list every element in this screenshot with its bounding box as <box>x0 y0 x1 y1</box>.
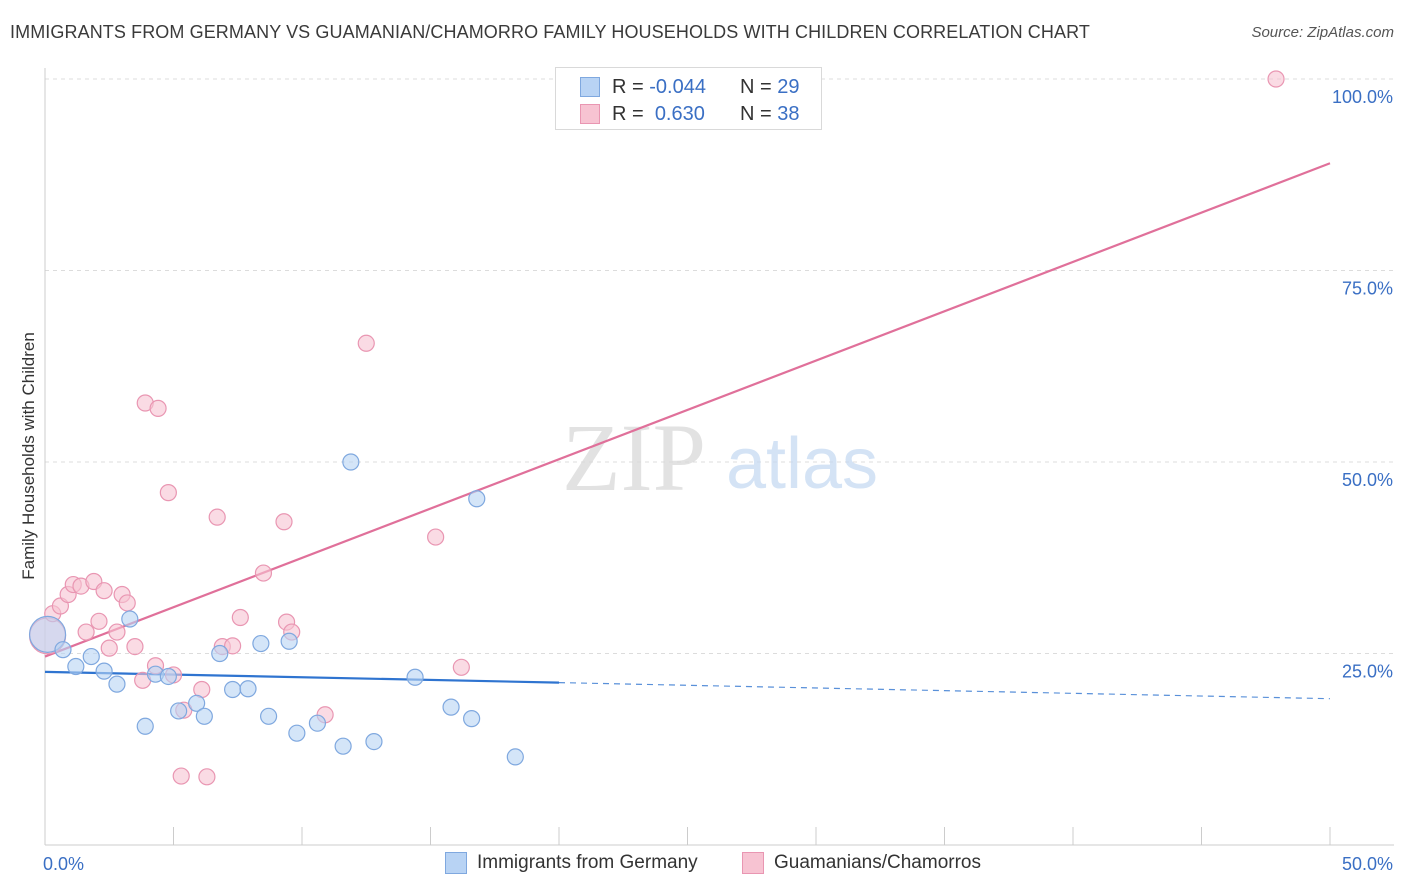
data-point-germany <box>224 680 242 699</box>
data-point-chamorro <box>254 564 273 582</box>
data-point-chamorro <box>100 639 118 657</box>
watermark-zip: ZIP <box>562 404 706 511</box>
legend-row-chamorro: R = 0.630 N = 38 <box>580 101 800 127</box>
correlation-legend: R = -0.044 N = 29 R = 0.630 N = 38 <box>555 67 822 130</box>
legend-r-label: R = <box>612 102 644 125</box>
y-tick-label: 100.0% <box>1332 87 1393 107</box>
data-point-germany <box>288 724 306 742</box>
data-point-chamorro <box>126 638 144 656</box>
legend-n-label: N = <box>740 75 772 98</box>
data-point-germany <box>54 641 72 659</box>
data-point-chamorro <box>118 594 136 612</box>
data-point-germany <box>211 644 229 663</box>
data-point-chamorro <box>224 637 242 655</box>
data-point-chamorro <box>108 623 126 641</box>
legend-r-value: 0.630 <box>654 102 705 125</box>
data-point-chamorro <box>90 612 108 630</box>
data-point-chamorro <box>95 582 113 600</box>
data-point-germany <box>365 732 383 751</box>
data-point-chamorro <box>231 608 249 627</box>
data-point-germany <box>28 615 67 653</box>
series-legend-label: Guamanians/Chamorros <box>774 852 981 873</box>
data-point-germany <box>95 662 113 680</box>
source-label: Source: ZipAtlas.com <box>1251 24 1394 41</box>
data-point-chamorro <box>452 658 470 676</box>
data-point-germany <box>334 737 352 755</box>
data-point-chamorro <box>208 508 226 526</box>
data-point-germany <box>468 490 486 508</box>
data-point-germany <box>463 710 481 728</box>
data-point-germany <box>121 610 139 628</box>
data-point-germany <box>406 668 424 686</box>
y-axis-label: Family Households with Children <box>19 332 38 580</box>
y-tick-label: 25.0% <box>1342 662 1393 682</box>
data-points <box>28 70 1285 786</box>
data-point-germany <box>136 717 154 735</box>
data-point-germany <box>170 702 188 720</box>
legend-swatch-blue <box>580 77 600 97</box>
legend-r-value: -0.044 <box>649 75 706 98</box>
data-point-germany <box>159 667 177 686</box>
x-tick-label-min: 0.0% <box>43 854 84 874</box>
trend-line-germany-projection <box>558 682 1331 700</box>
trend-line-chamorro <box>44 162 1331 658</box>
data-point-chamorro <box>357 334 375 352</box>
data-point-chamorro <box>198 768 216 786</box>
chart-title: IMMIGRANTS FROM GERMANY VS GUAMANIAN/CHA… <box>10 22 1090 42</box>
legend-r-label: R = <box>612 75 644 98</box>
data-point-germany <box>259 707 278 725</box>
watermark-atlas: atlas <box>726 424 878 504</box>
legend-swatch-pink <box>580 104 600 124</box>
axes <box>44 68 1394 846</box>
x-tick-label-max: 50.0% <box>1342 854 1393 874</box>
data-point-germany <box>67 657 85 676</box>
data-point-germany <box>195 707 213 725</box>
series-legend-germany: Immigrants from Germany <box>445 852 698 874</box>
data-point-chamorro <box>159 484 177 502</box>
data-point-chamorro <box>1267 70 1285 88</box>
grid-lines <box>45 78 1394 654</box>
legend-n-label: N = <box>740 102 772 125</box>
y-tick-label: 50.0% <box>1342 470 1393 490</box>
series-legend-chamorro: Guamanians/Chamorros <box>742 852 981 874</box>
data-point-germany <box>308 714 327 732</box>
legend-row-germany: R = -0.044 N = 29 <box>580 74 800 100</box>
data-point-germany <box>108 675 126 693</box>
data-point-germany <box>280 632 298 650</box>
trend-line-germany <box>44 670 560 684</box>
series-swatch-blue <box>445 852 467 874</box>
data-point-germany <box>506 748 524 766</box>
data-point-chamorro <box>172 767 190 785</box>
tick-labels: 25.0% 50.0% 75.0% 100.0% 0.0% 50.0% <box>43 87 1393 874</box>
data-point-chamorro <box>149 399 167 417</box>
data-point-germany <box>252 634 270 653</box>
legend-n-value: 29 <box>777 75 800 98</box>
y-tick-label: 75.0% <box>1342 279 1393 299</box>
series-legend: Immigrants from Germany Guamanians/Chamo… <box>0 852 1406 878</box>
data-point-germany <box>188 694 206 712</box>
data-point-chamorro <box>275 513 293 531</box>
data-point-chamorro <box>77 623 95 641</box>
data-point-germany <box>442 698 460 716</box>
series-swatch-pink <box>742 852 764 874</box>
data-point-germany <box>82 647 100 666</box>
series-legend-label: Immigrants from Germany <box>477 852 698 873</box>
watermark: ZIP atlas <box>562 404 878 511</box>
legend-n-value: 38 <box>777 102 800 125</box>
data-point-chamorro <box>427 528 445 546</box>
data-point-germany <box>342 453 360 471</box>
data-point-germany <box>239 680 257 698</box>
